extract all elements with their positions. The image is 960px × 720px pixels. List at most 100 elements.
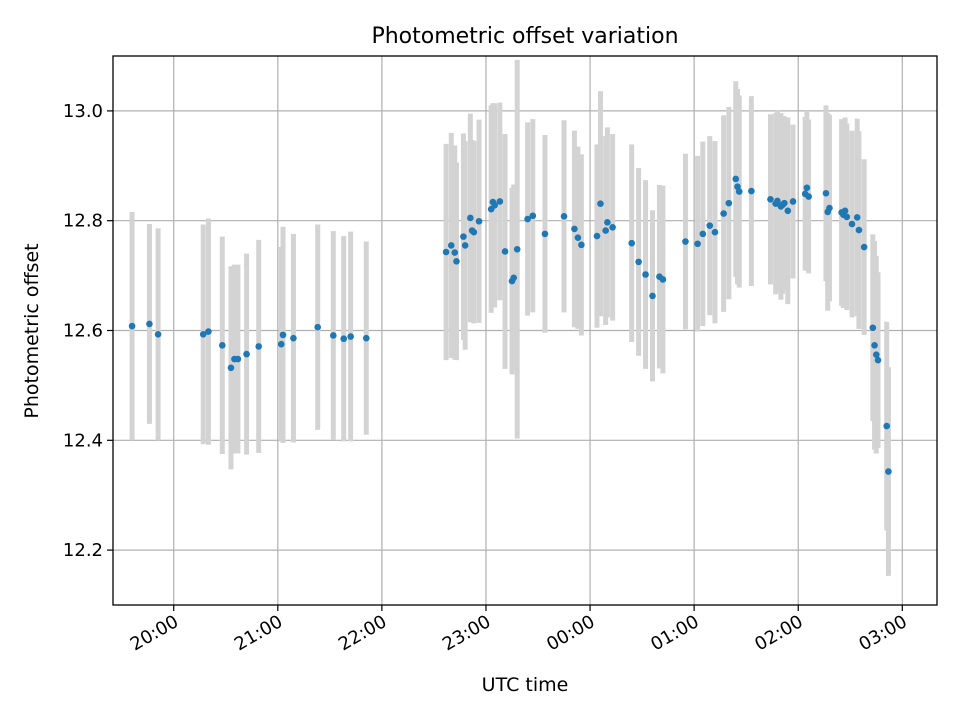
data-point: [199, 331, 207, 338]
chart-title: Photometric offset variation: [371, 24, 678, 49]
data-point: [682, 238, 689, 245]
y-axis-label: Photometric offset: [21, 243, 43, 418]
data-points: [128, 175, 892, 475]
data-point: [711, 228, 719, 236]
data-point: [513, 245, 521, 253]
data-point: [822, 189, 830, 197]
data-point: [774, 197, 781, 205]
x-tick-label: 00:00: [543, 611, 598, 655]
data-point: [853, 214, 861, 221]
x-tick-label: 22:00: [335, 611, 390, 655]
data-point: [659, 276, 667, 283]
data-point: [501, 248, 509, 255]
data-point: [461, 242, 469, 249]
data-point: [826, 204, 833, 212]
data-point: [475, 217, 483, 225]
data-point: [460, 233, 467, 240]
data-point: [872, 351, 880, 358]
data-point: [243, 350, 250, 358]
data-point: [541, 230, 549, 238]
data-point: [470, 228, 478, 236]
data-point: [510, 274, 518, 282]
data-point: [442, 248, 450, 256]
y-tick-label: 12.4: [63, 430, 103, 451]
data-point: [604, 219, 611, 226]
x-tick-label: 20:00: [127, 611, 182, 655]
data-point: [593, 232, 601, 240]
data-point: [496, 198, 504, 205]
data-point: [560, 213, 568, 220]
data-point: [255, 343, 263, 350]
data-point: [227, 364, 235, 372]
data-point: [843, 213, 851, 221]
data-point: [340, 335, 348, 343]
data-point: [767, 195, 774, 203]
data-point: [784, 207, 792, 215]
data-point: [205, 328, 212, 335]
data-point: [314, 323, 321, 331]
data-point: [848, 220, 856, 228]
data-point: [649, 292, 656, 300]
data-point: [491, 202, 498, 209]
data-point: [234, 355, 242, 363]
data-point: [447, 242, 455, 249]
grid: [113, 56, 937, 605]
x-tick-label: 23:00: [439, 611, 494, 655]
data-point: [855, 226, 863, 234]
data-point: [699, 230, 707, 238]
data-point: [805, 193, 812, 200]
data-point: [803, 184, 811, 192]
data-point: [602, 227, 609, 234]
data-point: [218, 342, 226, 349]
data-point: [694, 240, 701, 248]
data-point: [642, 271, 649, 278]
data-point: [279, 331, 287, 339]
error-bars: [129, 59, 891, 576]
y-tick-label: 13.0: [63, 101, 103, 122]
data-point: [330, 332, 337, 339]
y-tick-label: 12.6: [63, 321, 103, 342]
data-point: [883, 422, 890, 430]
data-point: [524, 215, 531, 223]
data-point: [735, 188, 743, 195]
y-tick-label: 12.2: [63, 540, 103, 561]
data-point: [725, 199, 733, 207]
data-point: [362, 334, 370, 342]
data-point: [635, 258, 642, 266]
data-point: [467, 214, 474, 222]
data-point: [154, 331, 162, 338]
data-point: [347, 333, 354, 340]
x-tick-label: 02:00: [751, 611, 806, 655]
y-axis: 12.2 12.4 12.6 12.8 13.0: [63, 101, 113, 561]
y-tick-label: 12.8: [63, 211, 103, 232]
data-point: [609, 223, 616, 231]
x-tick-label: 21:00: [231, 611, 286, 655]
data-point: [874, 356, 882, 364]
x-tick-label: 03:00: [855, 611, 910, 655]
data-point: [574, 234, 582, 242]
data-point: [277, 340, 285, 348]
data-point: [146, 320, 153, 328]
data-point: [789, 198, 797, 205]
data-point: [871, 342, 878, 349]
data-point: [732, 175, 740, 183]
x-axis-label: UTC time: [482, 674, 569, 696]
data-point: [885, 468, 892, 475]
data-point: [453, 258, 460, 265]
data-point: [841, 207, 849, 215]
data-point: [860, 243, 868, 251]
data-point: [571, 225, 578, 233]
data-point: [781, 199, 788, 207]
data-point: [128, 322, 136, 330]
data-point: [578, 241, 585, 249]
data-point: [706, 222, 714, 229]
data-point: [529, 212, 537, 220]
data-point: [628, 239, 635, 247]
data-point: [720, 210, 727, 217]
data-point: [290, 334, 297, 342]
data-point: [869, 324, 877, 332]
x-tick-label: 01:00: [647, 611, 702, 655]
x-axis: 20:00 21:00 22:00 23:00 00:00 01:00 02:00 03:00: [127, 605, 911, 655]
data-point: [451, 249, 459, 256]
